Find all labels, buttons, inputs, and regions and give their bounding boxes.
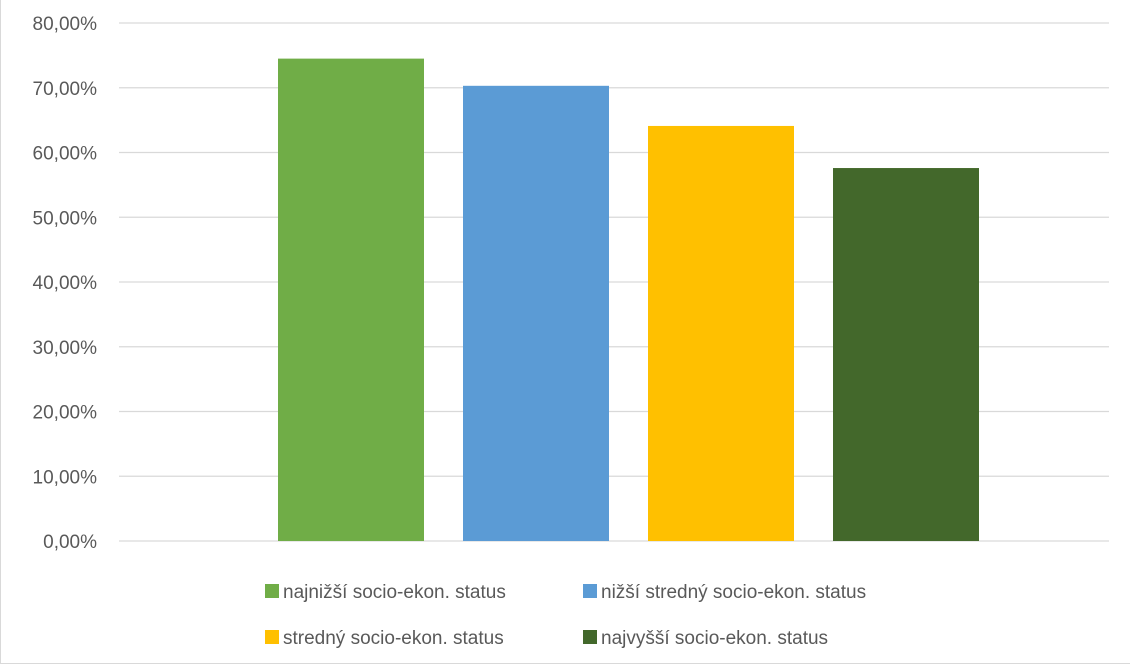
legend-item: nižší stredný socio-ekon. status: [583, 582, 866, 603]
legend-item: stredný socio-ekon. status: [265, 628, 504, 649]
legend-label: najvyšší socio-ekon. status: [601, 628, 828, 649]
legend-label: stredný socio-ekon. status: [283, 628, 504, 649]
y-tick-label: 20,00%: [33, 403, 98, 424]
legend-label: najnižší socio-ekon. status: [283, 582, 506, 603]
bar: [648, 125, 794, 541]
legend-item: najvyšší socio-ekon. status: [583, 628, 828, 649]
y-tick-label: 30,00%: [33, 338, 98, 359]
bars: [278, 58, 979, 542]
bar: [278, 58, 424, 542]
legend-swatch: [583, 584, 597, 598]
legend-swatch: [265, 584, 279, 598]
y-tick-label: 0,00%: [43, 532, 97, 553]
legend-label: nižší stredný socio-ekon. status: [601, 582, 866, 603]
bar: [833, 168, 979, 542]
legend-swatch: [265, 630, 279, 644]
y-axis-tick-labels: 0,00% 10,00% 20,00% 30,00% 40,00% 50,00% 60,00…: [33, 14, 98, 553]
legend-swatch: [583, 630, 597, 644]
y-tick-label: 10,00%: [33, 467, 98, 488]
y-tick-label: 70,00%: [33, 79, 98, 100]
y-tick-label: 40,00%: [33, 273, 98, 294]
bar: [463, 85, 609, 542]
y-tick-label: 60,00%: [33, 144, 98, 165]
y-tick-label: 80,00%: [33, 14, 98, 35]
legend: najnižší socio-ekon. status nižší stredný…: [265, 582, 866, 649]
y-tick-label: 50,00%: [33, 208, 98, 229]
legend-item: najnižší socio-ekon. status: [265, 582, 506, 603]
